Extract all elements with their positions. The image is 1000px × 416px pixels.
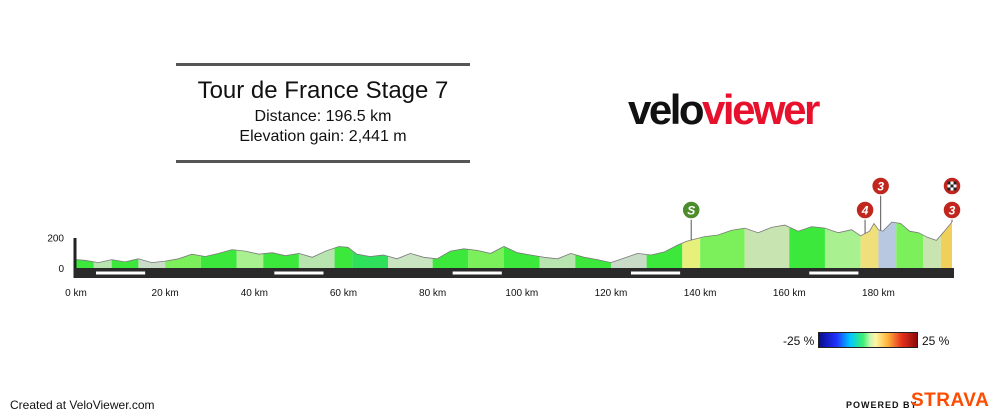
- finish-flag-square: [950, 187, 954, 191]
- gradient-segment: [744, 222, 790, 268]
- gradient-segment: [824, 222, 861, 268]
- distance-strip-band: [452, 271, 502, 275]
- distance-strip-band: [274, 271, 324, 275]
- x-tick-label: 160 km: [773, 288, 806, 299]
- gradient-segment: [352, 222, 389, 268]
- created-at-label: Created at VeloViewer.com: [10, 398, 155, 412]
- finish-flag-square: [953, 181, 957, 185]
- gradient-segment: [298, 222, 335, 268]
- y-tick-label: 0: [58, 264, 64, 275]
- finish-flag-square: [953, 184, 957, 188]
- gradient-legend-min: -25 %: [783, 334, 815, 348]
- distance-strip-band: [630, 271, 681, 275]
- gradient-segment: [468, 222, 504, 268]
- finish-flag-square: [947, 187, 951, 191]
- climb-cat4-marker: [855, 200, 875, 220]
- strava-logo: STRAVA: [911, 390, 990, 411]
- finish-flag-square: [953, 187, 957, 191]
- gradient-segment: [878, 222, 897, 268]
- x-tick-label: 80 km: [419, 288, 446, 299]
- logo-part-viewer: viewer: [702, 86, 820, 133]
- gradient-legend-max: 25 %: [922, 334, 950, 348]
- gradient-segments: [76, 222, 952, 268]
- stage-distance: Distance: 196.5 km: [254, 108, 392, 125]
- stage-elevation-gain: Elevation gain: 2,441 m: [239, 128, 407, 145]
- climb-cat4-label: 4: [861, 204, 869, 218]
- gradient-segment: [503, 222, 540, 268]
- x-tick-label: 40 km: [241, 288, 268, 299]
- finish-climb-cat3-marker: [942, 200, 962, 220]
- bottom-rule: [176, 160, 470, 163]
- climb-cat3-label: 3: [877, 180, 884, 194]
- stage-info-box: Tour de France Stage 7 Distance: 196.5 k…: [176, 63, 470, 165]
- finish-flag-square: [950, 184, 954, 188]
- distance-strip-band: [96, 271, 146, 275]
- gradient-legend-bar: [818, 332, 918, 348]
- x-tick-label: 20 km: [152, 288, 179, 299]
- powered-by-label: POWERED BY: [846, 400, 918, 410]
- distance-strip-band: [809, 271, 859, 275]
- logo-part-velo: velo: [628, 86, 705, 133]
- gradient-segment: [646, 222, 683, 268]
- x-tick-label: 0 km: [65, 288, 87, 299]
- finish-flag-square: [950, 181, 954, 185]
- x-tick-label: 140 km: [684, 288, 717, 299]
- sprint-marker: [681, 200, 701, 220]
- finish-flag-square: [947, 181, 951, 185]
- finish-flag-square: [947, 184, 951, 188]
- elevation-profile-chart: 0 km 20 km 40 km 60 km 80 km 100 km 120 km 140 …: [47, 176, 962, 299]
- gradient-segment: [896, 222, 924, 268]
- gradient-segment: [263, 222, 299, 268]
- gradient-segment: [388, 222, 433, 268]
- gradient-segment: [923, 222, 941, 268]
- gradient-segment: [610, 222, 647, 268]
- gradient-segment: [236, 222, 264, 268]
- distance-strip: [74, 268, 954, 278]
- x-tick-label: 180 km: [862, 288, 895, 299]
- sprint-label: S: [687, 204, 695, 218]
- gradient-segment: [700, 222, 745, 268]
- top-rule: [176, 63, 470, 66]
- veloviewer-logo: veloviewer: [628, 86, 820, 134]
- x-tick-label: 100 km: [505, 288, 538, 299]
- stage-title: Tour de France Stage 7: [197, 77, 449, 104]
- gradient-segment: [93, 222, 112, 268]
- x-tick-label: 120 km: [595, 288, 628, 299]
- gradient-segment: [334, 222, 353, 268]
- gradient-segment: [200, 222, 237, 268]
- climb-cat3-marker: [870, 176, 891, 196]
- gradient-segment: [575, 222, 611, 268]
- gradient-segment: [432, 222, 469, 268]
- gradient-segment: [789, 222, 825, 268]
- y-tick-label: 200: [47, 233, 64, 244]
- gradient-segment: [860, 222, 879, 268]
- gradient-segment: [165, 222, 201, 268]
- gradient-segment: [539, 222, 576, 268]
- finish-climb-cat3-label: 3: [949, 204, 956, 218]
- x-tick-label: 60 km: [330, 288, 357, 299]
- elevation-line: [75, 221, 953, 264]
- gradient-segment: [940, 222, 952, 268]
